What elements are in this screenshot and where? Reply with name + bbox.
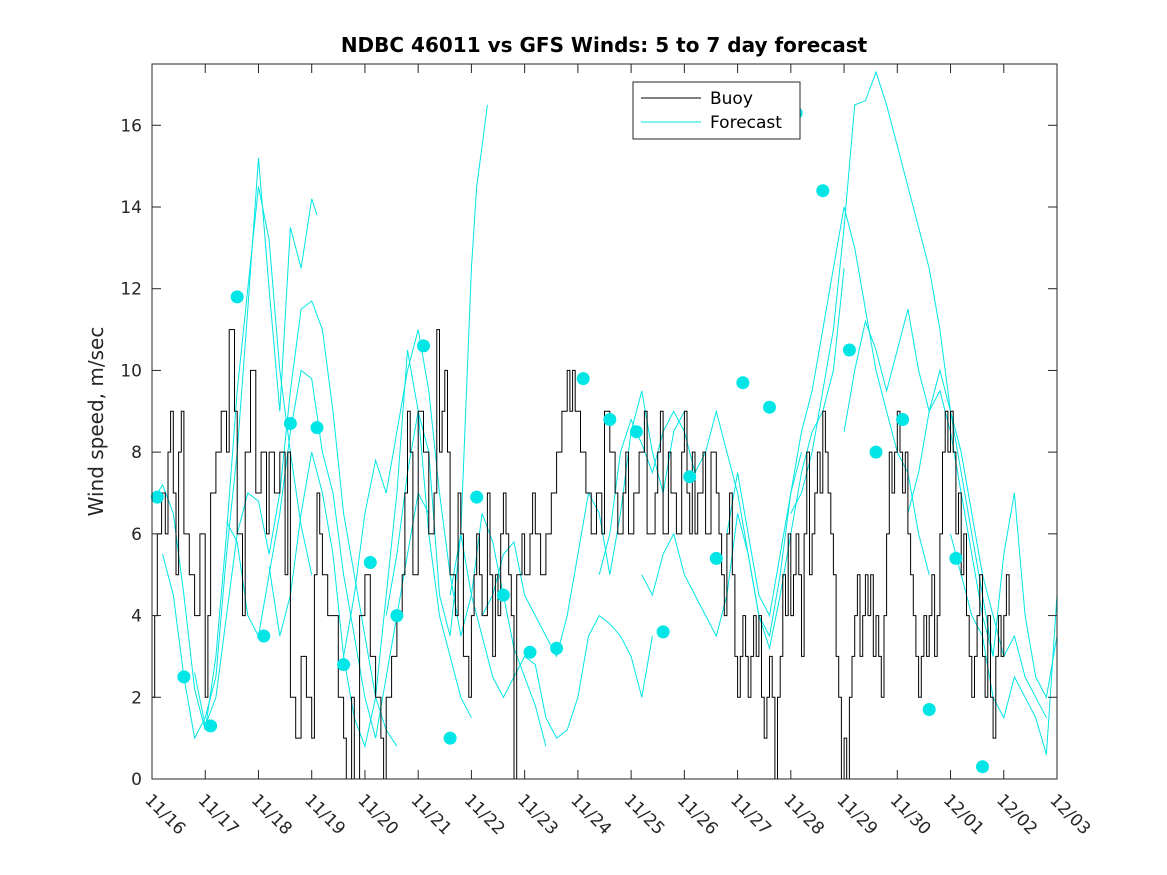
forecast-point bbox=[177, 670, 191, 684]
forecast-point bbox=[496, 588, 510, 602]
forecast-point bbox=[390, 609, 404, 623]
forecast-line bbox=[843, 308, 1047, 718]
forecast-line bbox=[449, 533, 653, 739]
forecast-line bbox=[598, 409, 802, 638]
forecast-line bbox=[343, 329, 547, 747]
forecast-line bbox=[268, 349, 472, 749]
forecast-line bbox=[162, 157, 318, 740]
forecast-line bbox=[726, 206, 930, 618]
forecast-point bbox=[576, 372, 590, 386]
forecast-line bbox=[481, 390, 685, 658]
forecast-point bbox=[896, 413, 910, 426]
forecast-line bbox=[950, 533, 1058, 755]
legend-label-forecast: Forecast bbox=[710, 113, 782, 133]
plot-frame bbox=[151, 63, 1058, 780]
forecast-point bbox=[337, 658, 351, 672]
forecast-line bbox=[790, 70, 994, 657]
forecast-point bbox=[603, 413, 617, 426]
y-axis-label: Wind speed, m/sec bbox=[84, 327, 108, 517]
y-tick-label: 12 bbox=[120, 280, 142, 300]
forecast-point bbox=[257, 629, 271, 643]
y-tick-label: 6 bbox=[131, 525, 142, 545]
forecast-point bbox=[949, 551, 963, 565]
forecast-point bbox=[656, 625, 670, 639]
forecast-point bbox=[204, 719, 218, 733]
forecast-point bbox=[842, 343, 856, 357]
forecast-point bbox=[976, 760, 989, 774]
forecast-point bbox=[310, 421, 324, 435]
y-tick-label: 4 bbox=[131, 607, 142, 627]
forecast-point bbox=[736, 376, 750, 390]
forecast-line bbox=[194, 300, 398, 747]
forecast-line bbox=[226, 369, 430, 739]
forecast-point bbox=[922, 703, 936, 716]
legend-box bbox=[632, 81, 801, 140]
forecast-point bbox=[150, 490, 164, 504]
series-layer bbox=[150, 70, 1058, 780]
forecast-line bbox=[385, 104, 488, 637]
forecast-point bbox=[523, 645, 537, 659]
forecast-point bbox=[550, 641, 564, 655]
forecast-line bbox=[641, 268, 845, 651]
forecast-point bbox=[629, 425, 643, 439]
forecast-point bbox=[869, 445, 883, 459]
forecast-point bbox=[470, 490, 484, 504]
forecast-point bbox=[230, 290, 244, 304]
chart-title: NDBC 46011 vs GFS Winds: 5 to 7 day fore… bbox=[341, 33, 868, 57]
buoy-line bbox=[152, 329, 1010, 780]
forecast-point bbox=[363, 556, 377, 569]
y-tick-label: 8 bbox=[131, 443, 142, 463]
forecast-point bbox=[709, 551, 723, 565]
forecast-point bbox=[816, 184, 830, 198]
legend: Buoy Forecast bbox=[632, 81, 801, 140]
forecast-point bbox=[443, 731, 457, 745]
y-tick-label: 2 bbox=[131, 688, 142, 708]
y-tick-label: 16 bbox=[120, 116, 142, 136]
forecast-point bbox=[763, 400, 776, 414]
forecast-point bbox=[283, 417, 297, 430]
y-tick-label: 0 bbox=[131, 770, 142, 790]
y-tick-label: 10 bbox=[120, 361, 142, 381]
forecast-point bbox=[683, 470, 697, 484]
y-tick-label: 14 bbox=[120, 198, 142, 218]
forecast-point bbox=[417, 339, 430, 353]
legend-label-buoy: Buoy bbox=[710, 89, 753, 109]
